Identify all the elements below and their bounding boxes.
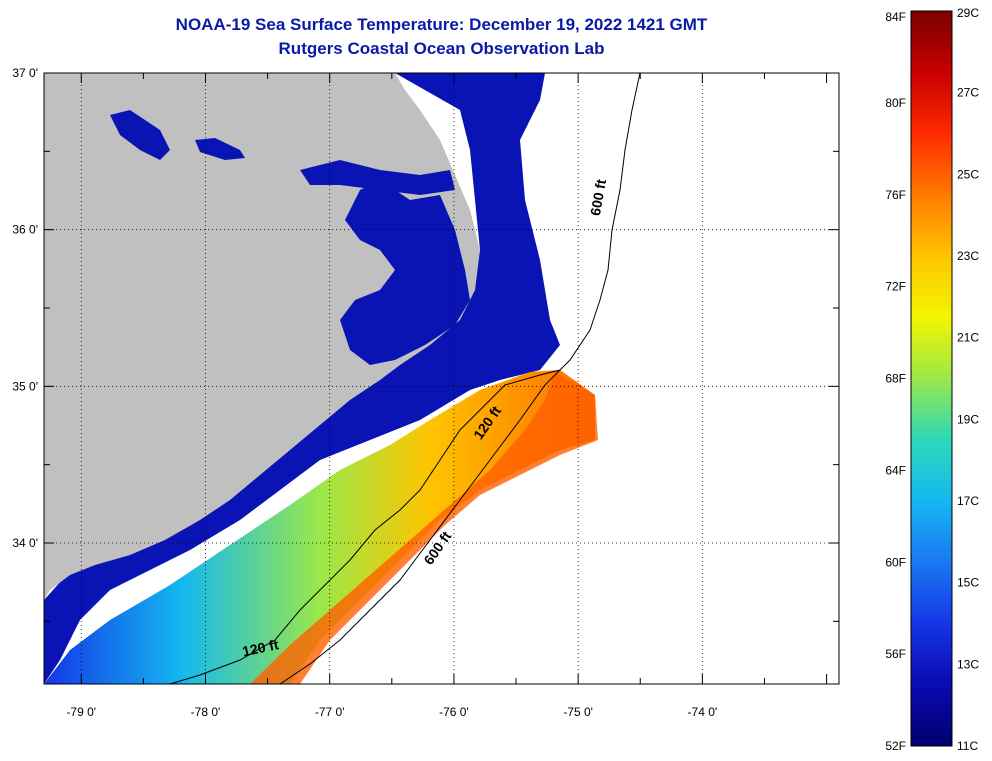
- lat-label-2: 35 0': [12, 379, 38, 393]
- warm-water-shelf: [44, 370, 595, 684]
- colorbar-c-label-0: 29C: [957, 6, 979, 20]
- lat-label-1: 36 0': [12, 223, 38, 237]
- contour-label-0: 600 ft: [587, 178, 609, 217]
- colorbar-f-label-6: 60F: [885, 555, 906, 569]
- colorbar-c-label-8: 13C: [957, 657, 979, 671]
- colorbar-f-label-7: 56F: [885, 647, 906, 661]
- colorbar-f-label-3: 72F: [885, 280, 906, 294]
- title-line-2: Rutgers Coastal Ocean Observation Lab: [278, 39, 605, 58]
- graticule: [44, 73, 839, 684]
- lon-label-0: -79 0': [66, 705, 96, 719]
- colorbar-f-label-5: 64F: [885, 463, 906, 477]
- pamlico-sound: [340, 180, 470, 365]
- colorbar-c-label-7: 15C: [957, 576, 979, 590]
- colorbar-c-label-4: 21C: [957, 331, 979, 345]
- isobath-120ft: [169, 369, 561, 684]
- lon-label-3: -76 0': [439, 705, 469, 719]
- lon-label-2: -77 0': [315, 705, 345, 719]
- colorbar: [910, 10, 953, 747]
- colorbar-f-label-4: 68F: [885, 372, 906, 386]
- contour-label-3: 120 ft: [241, 636, 280, 659]
- lon-label-4: -75 0': [563, 705, 593, 719]
- colorbar-f-label-1: 80F: [885, 96, 906, 110]
- lat-label-0: 37 0': [12, 66, 38, 80]
- lon-label-1: -78 0': [191, 705, 221, 719]
- colorbar-c-label-6: 17C: [957, 494, 979, 508]
- axis-ticks: [44, 72, 839, 684]
- colorbar-f-label-2: 76F: [885, 188, 906, 202]
- longitude-labels: -79 0' -78 0' -77 0' -76 0' -75 0' -74 0': [66, 705, 717, 719]
- latitude-labels: 37 0' 36 0' 35 0' 34 0': [12, 66, 38, 550]
- gulf-stream-warm: [250, 372, 598, 684]
- title-line-1: NOAA-19 Sea Surface Temperature: Decembe…: [175, 15, 708, 34]
- lat-label-3: 34 0': [12, 536, 38, 550]
- lon-label-5: -74 0': [688, 705, 718, 719]
- colorbar-f-label-8: 52F: [885, 739, 906, 753]
- colorbar-c-label-9: 11C: [957, 739, 978, 753]
- albemarle-sound: [300, 160, 455, 195]
- colorbar-f-label-0: 84F: [885, 10, 906, 24]
- colorbar-labels: 84F 80F 76F 72F 68F 64F 60F 56F 52F 29C 27C 25C 23C 2…: [885, 6, 979, 753]
- inland-waterway-2: [195, 138, 245, 160]
- colorbar-c-label-2: 25C: [957, 167, 979, 181]
- colorbar-c-label-1: 27C: [957, 86, 979, 100]
- inland-waterway: [110, 110, 170, 160]
- colorbar-c-label-5: 19C: [957, 412, 979, 426]
- colorbar-c-label-3: 23C: [957, 249, 979, 263]
- map-frame: [43, 72, 840, 685]
- isobath-600ft: [279, 73, 641, 684]
